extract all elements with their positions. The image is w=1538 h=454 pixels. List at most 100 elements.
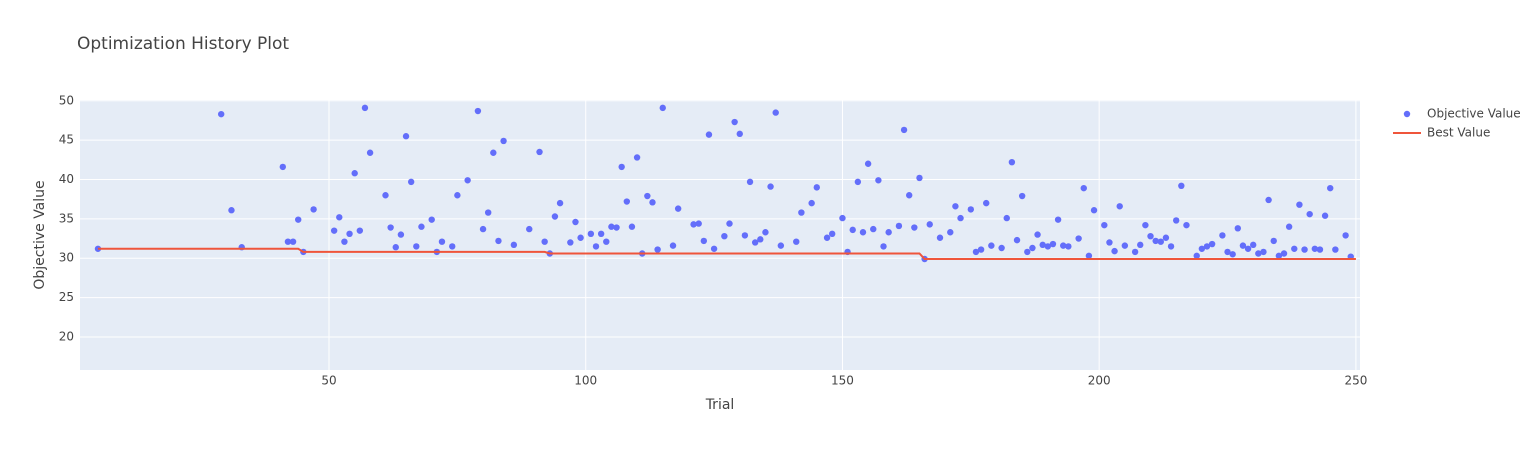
point xyxy=(741,232,749,239)
legend-label: Objective Value xyxy=(1427,107,1521,121)
point xyxy=(346,230,353,238)
point xyxy=(828,230,836,238)
point xyxy=(474,107,482,115)
point xyxy=(710,245,718,252)
point xyxy=(1183,221,1190,229)
point xyxy=(854,178,862,186)
point xyxy=(746,178,754,186)
point xyxy=(1080,184,1087,192)
point xyxy=(705,131,713,138)
point xyxy=(767,183,774,190)
point xyxy=(967,206,975,213)
point xyxy=(1265,196,1272,204)
point xyxy=(1260,248,1267,256)
point xyxy=(936,234,944,241)
point xyxy=(217,110,225,118)
point xyxy=(613,224,620,231)
point xyxy=(454,192,461,199)
point xyxy=(1280,250,1288,257)
point xyxy=(623,198,631,205)
point xyxy=(1137,241,1144,249)
point xyxy=(721,232,728,240)
point xyxy=(859,229,867,236)
point xyxy=(592,243,600,250)
point xyxy=(484,209,492,216)
y-axis-title: Objective Value xyxy=(32,180,48,289)
point xyxy=(839,214,846,222)
point xyxy=(1018,192,1026,200)
point xyxy=(1003,214,1010,222)
point xyxy=(510,241,518,249)
point xyxy=(633,154,641,161)
point xyxy=(1142,221,1149,229)
point xyxy=(1224,248,1231,256)
point xyxy=(1131,248,1139,256)
point xyxy=(1198,245,1206,252)
point xyxy=(479,225,487,233)
point xyxy=(1332,246,1339,253)
point xyxy=(1116,203,1123,210)
x-tick-label: 50 xyxy=(321,374,336,388)
point xyxy=(1039,241,1046,249)
point xyxy=(397,231,405,238)
point xyxy=(228,207,235,214)
point xyxy=(1244,245,1252,252)
point xyxy=(649,199,656,206)
point xyxy=(1085,252,1093,260)
point xyxy=(310,206,317,213)
point xyxy=(341,238,348,245)
point xyxy=(1229,251,1236,258)
point xyxy=(1162,234,1170,241)
point xyxy=(957,214,964,222)
point xyxy=(1316,246,1324,253)
point xyxy=(726,220,733,227)
point xyxy=(911,224,918,231)
point xyxy=(413,243,420,250)
point xyxy=(906,192,913,199)
point xyxy=(870,225,877,233)
point xyxy=(654,246,661,253)
point xyxy=(597,230,605,238)
point xyxy=(1291,245,1298,252)
point xyxy=(361,104,369,112)
point xyxy=(284,238,292,245)
point xyxy=(1311,245,1319,252)
point xyxy=(495,237,502,245)
point xyxy=(674,205,682,212)
point xyxy=(572,218,579,226)
point xyxy=(1065,243,1072,250)
point xyxy=(777,242,785,249)
point xyxy=(1157,238,1164,245)
y-tick-label: 40 xyxy=(59,172,74,186)
point xyxy=(577,234,584,241)
x-tick-label: 250 xyxy=(1344,374,1367,388)
plot-area xyxy=(80,100,1360,370)
point xyxy=(644,192,651,200)
legend-label: Best Value xyxy=(1427,126,1490,140)
point xyxy=(885,229,892,236)
point xyxy=(1029,244,1036,252)
point xyxy=(895,222,903,230)
chart-title: Optimization History Plot xyxy=(77,34,289,54)
point xyxy=(1342,232,1349,239)
point xyxy=(875,177,882,184)
point xyxy=(659,104,666,112)
point xyxy=(1234,225,1242,232)
point xyxy=(1306,210,1313,218)
point xyxy=(1090,207,1098,214)
y-tick-label: 50 xyxy=(59,93,74,107)
point xyxy=(279,163,287,171)
point xyxy=(1250,241,1257,249)
point xyxy=(449,243,456,250)
x-axis-title: Trial xyxy=(705,397,735,413)
point xyxy=(916,174,923,182)
point xyxy=(988,242,995,249)
point xyxy=(330,227,338,234)
point xyxy=(1111,247,1118,255)
point xyxy=(526,225,533,233)
x-tick-label: 100 xyxy=(574,374,597,388)
point xyxy=(541,238,548,245)
point xyxy=(1013,236,1021,244)
point xyxy=(418,223,425,230)
